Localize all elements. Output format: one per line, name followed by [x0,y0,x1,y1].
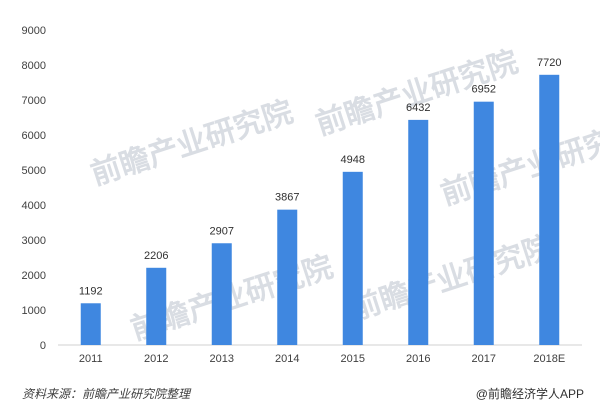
bar-value-label: 1192 [79,285,103,297]
brand-credit: @前瞻经济学人APP [475,387,584,401]
x-tick-label: 2014 [275,353,299,365]
bar-value-label: 4948 [341,154,365,166]
bar [80,303,101,345]
y-tick-label: 9000 [22,25,46,37]
y-tick-label: 2000 [22,270,46,282]
bar-value-label: 2907 [210,225,234,237]
y-tick-label: 6000 [22,130,46,142]
bar [342,171,363,345]
y-tick-label: 7000 [22,95,46,107]
y-tick-label: 0 [40,340,46,352]
bar [473,101,494,346]
x-tick-label: 2012 [144,353,168,365]
bar [211,243,232,345]
source-note: 资料来源：前瞻产业研究院整理 [22,387,191,401]
bars: 1192 2206 2907 3867 4948 6432 6952 7720 [79,57,561,346]
bar [277,209,298,345]
x-tick-label: 2016 [406,353,430,365]
x-tick-label: 2018E [533,353,565,365]
y-axis: 0 1000 2000 3000 4000 5000 6000 7000 8000 9000 [22,25,46,352]
watermark-text: 前瞻产业研究院 [347,229,558,327]
bar [146,267,167,345]
y-tick-label: 1000 [22,305,46,317]
watermark-text: 前瞻产业研究院 [437,114,600,212]
x-axis: 2011 2012 2013 2014 2015 2016 2017 2018E [79,353,565,365]
bar [408,119,429,345]
y-tick-label: 5000 [22,165,46,177]
x-tick-label: 2011 [79,353,103,365]
y-tick-label: 3000 [22,235,46,247]
bar-value-label: 7720 [537,57,561,69]
bar [539,74,560,346]
y-tick-label: 4000 [22,200,46,212]
bar-value-label: 2206 [144,250,168,262]
x-tick-label: 2017 [472,353,496,365]
bar-value-label: 6432 [406,102,430,114]
bar-value-label: 6952 [472,84,496,96]
watermark-text: 前瞻产业研究院 [87,94,298,192]
bar-value-label: 3867 [275,192,299,204]
y-tick-label: 8000 [22,60,46,72]
x-tick-label: 2013 [210,353,234,365]
x-tick-label: 2015 [341,353,365,365]
